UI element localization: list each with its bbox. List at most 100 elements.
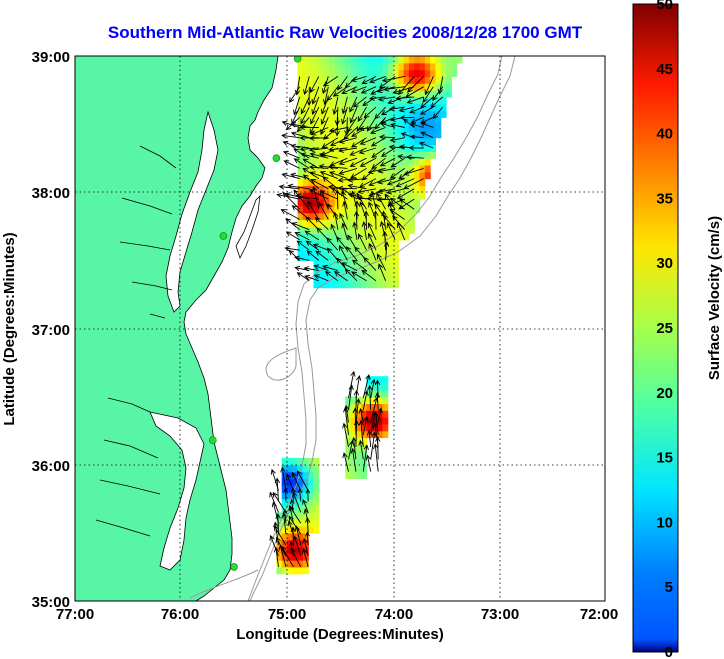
velocity-cell [387, 192, 394, 200]
velocity-cell [350, 471, 357, 479]
velocity-arrow [306, 86, 312, 107]
velocity-cell [414, 192, 421, 200]
velocity-cell [308, 226, 315, 234]
velocity-arrow [294, 76, 301, 96]
velocity-cell [355, 464, 362, 473]
velocity-cell [377, 117, 383, 125]
velocity-cell [324, 130, 330, 139]
velocity-cell [361, 280, 368, 289]
velocity-arrow [285, 231, 300, 241]
velocity-cell [287, 457, 293, 466]
velocity-arrow [418, 141, 434, 149]
velocity-arrow [285, 473, 294, 491]
velocity-arrow [327, 203, 339, 220]
velocity-cell [350, 117, 357, 125]
velocity-cell [398, 130, 405, 139]
colorbar-tick-label: 30 [656, 255, 673, 272]
velocity-arrow [291, 471, 302, 491]
velocity-cell [340, 171, 346, 180]
velocity-cell [393, 165, 399, 173]
velocity-cell [382, 137, 389, 146]
velocity-arrow [278, 184, 300, 190]
velocity-cell [329, 69, 336, 77]
velocity-cell [414, 130, 421, 139]
velocity-cell [334, 96, 341, 105]
velocity-cell [318, 185, 325, 193]
velocity-cell [435, 56, 442, 64]
velocity-cell [329, 151, 336, 159]
velocity-cell [414, 103, 421, 112]
velocity-cell [361, 437, 368, 445]
velocity-cell [393, 144, 399, 152]
velocity-cell [302, 144, 309, 152]
velocity-cell [398, 144, 405, 152]
velocity-cell [408, 117, 415, 125]
velocity-cell [345, 396, 352, 404]
velocity-cell [318, 137, 325, 146]
velocity-arrow [290, 172, 310, 180]
velocity-cell [366, 110, 373, 118]
velocity-cell [329, 212, 336, 221]
velocity-arrow [311, 96, 320, 116]
velocity-arrow [359, 137, 377, 145]
velocity-cell [387, 274, 394, 282]
velocity-cell [334, 62, 341, 71]
velocity-cell [408, 130, 415, 139]
velocity-cell [329, 274, 336, 282]
velocity-cell [302, 83, 309, 91]
velocity-cell [366, 185, 373, 193]
velocity-arrow [302, 537, 309, 557]
velocity-cell [345, 199, 352, 207]
velocity-cell [387, 260, 394, 268]
velocity-arrow [301, 548, 309, 568]
velocity-cell [366, 423, 373, 432]
velocity-arrow [358, 233, 367, 251]
velocity-cell [329, 246, 336, 255]
velocity-cell [355, 280, 362, 289]
velocity-arrow [405, 86, 424, 98]
velocity-cell [414, 69, 421, 77]
velocity-cell [366, 117, 373, 125]
velocity-arrow [294, 525, 302, 546]
velocity-cell [408, 212, 415, 221]
velocity-arrow [389, 137, 405, 143]
velocity-arrow [302, 498, 309, 513]
velocity-cell [329, 199, 336, 207]
velocity-cell [408, 171, 415, 180]
velocity-cell [340, 151, 346, 159]
velocity-arrow [349, 157, 367, 167]
velocity-cell [313, 158, 320, 166]
velocity-arrow [290, 143, 310, 149]
velocity-cell [302, 158, 309, 166]
velocity-cell [382, 158, 389, 166]
velocity-cell [387, 219, 394, 227]
velocity-cell [371, 96, 378, 105]
velocity-arrow [339, 245, 348, 261]
velocity-cell [355, 430, 362, 439]
velocity-cell [308, 158, 315, 166]
velocity-cell [313, 233, 320, 241]
velocity-cell [361, 83, 368, 91]
velocity-cell [435, 124, 442, 132]
velocity-cell [403, 124, 410, 132]
velocity-cell [308, 69, 315, 77]
velocity-cell [382, 267, 389, 275]
velocity-arrow [333, 271, 348, 282]
velocity-cell [308, 519, 315, 527]
velocity-arrow [395, 95, 415, 101]
velocity-arrow [302, 158, 320, 169]
velocity-cell [345, 69, 352, 77]
velocity-cell [361, 124, 368, 132]
velocity-cell [308, 137, 315, 146]
velocity-cell [435, 62, 442, 71]
velocity-arrow [306, 250, 320, 261]
velocity-cell [345, 403, 352, 411]
velocity-cell [302, 205, 309, 214]
velocity-cell [424, 144, 431, 152]
velocity-arrow [358, 407, 364, 423]
velocity-arrow [424, 76, 434, 96]
velocity-cell [408, 192, 415, 200]
velocity-cell [382, 376, 389, 384]
velocity-cell [340, 69, 346, 77]
velocity-cell [377, 239, 383, 248]
